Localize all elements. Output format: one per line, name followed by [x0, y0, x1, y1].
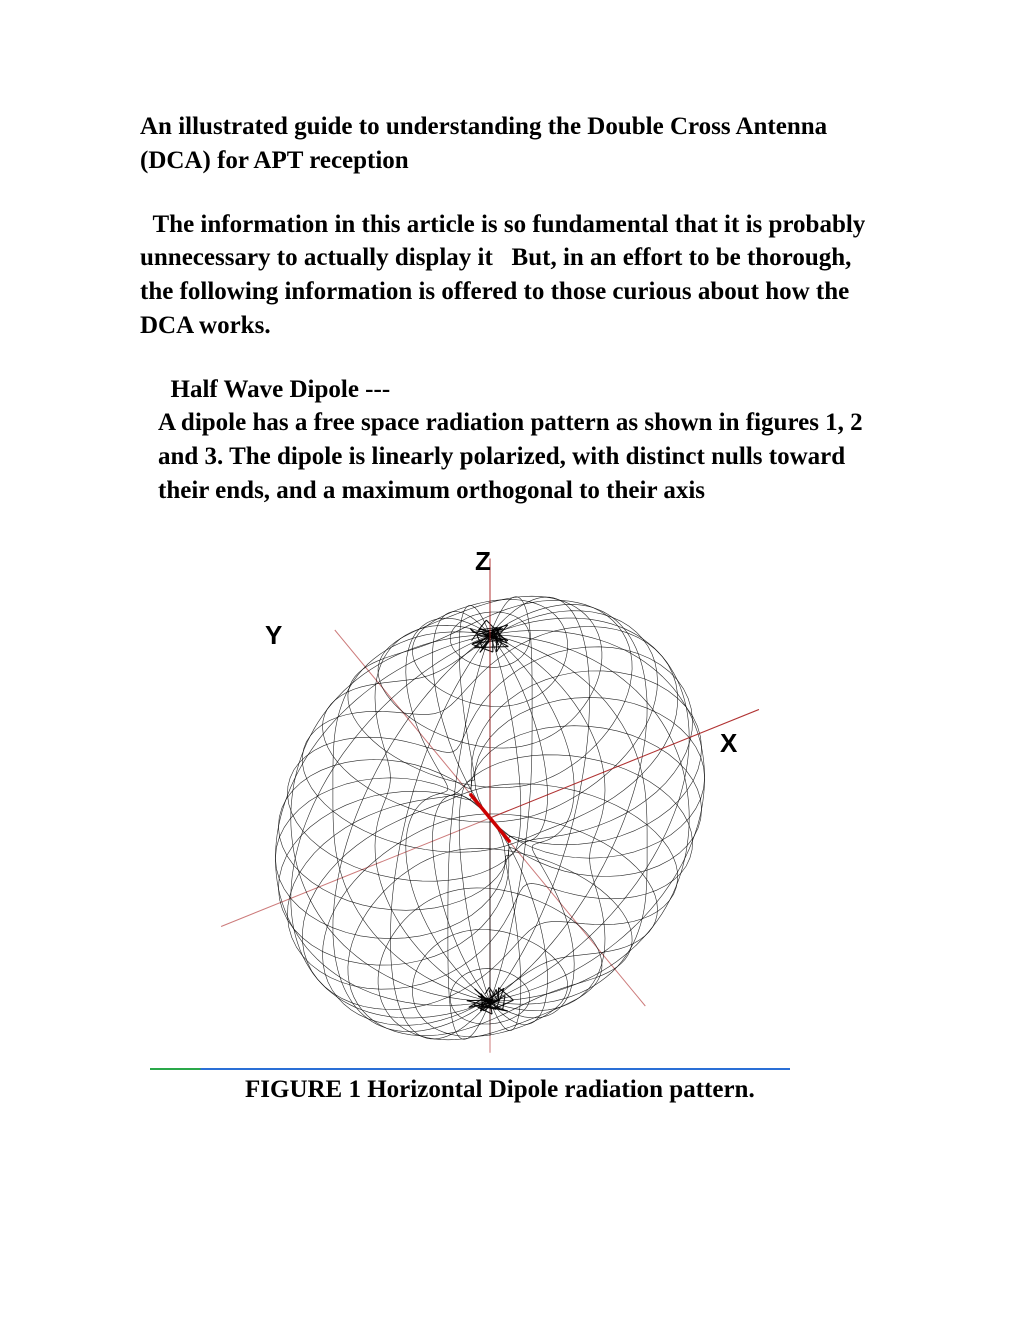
- figure-caption: FIGURE 1 Horizontal Dipole radiation pat…: [150, 1076, 890, 1104]
- section-heading: Half Wave Dipole ---: [140, 373, 890, 407]
- radiation-pattern-svg: [150, 528, 790, 1068]
- document-title: An illustrated guide to understanding th…: [140, 110, 890, 178]
- document-page: An illustrated guide to understanding th…: [0, 0, 1020, 1164]
- axis-label-y: Y: [265, 620, 282, 651]
- intro-paragraph: The information in this article is so fu…: [140, 208, 890, 343]
- section-body: A dipole has a free space radiation patt…: [140, 406, 890, 507]
- figure-container: Z Y X FIGURE 1 Horizontal Dipole radiati…: [150, 528, 890, 1104]
- axis-label-z: Z: [475, 546, 491, 577]
- radiation-pattern-figure: Z Y X: [150, 528, 790, 1070]
- axis-label-x: X: [720, 728, 737, 759]
